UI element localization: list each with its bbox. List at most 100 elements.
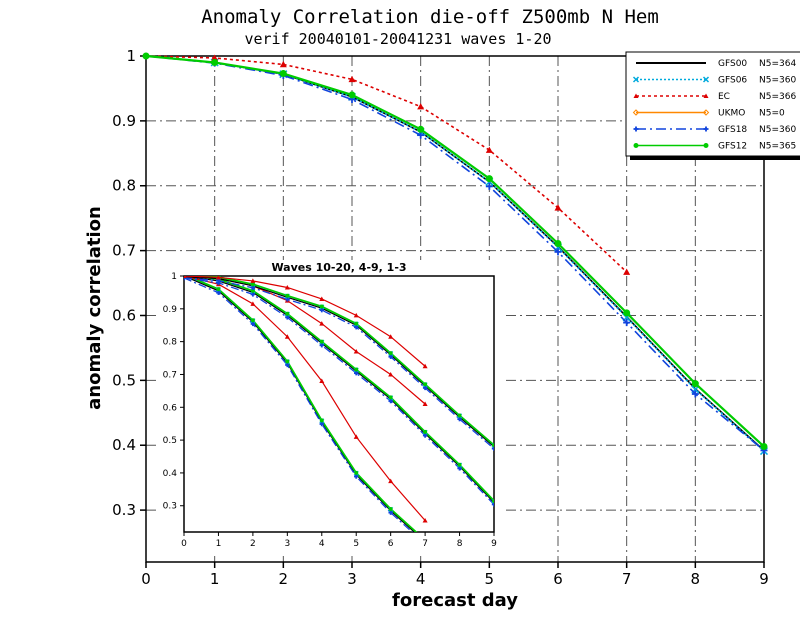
inset-gfs-point <box>216 287 221 292</box>
inset-gfs-point <box>250 321 256 327</box>
inset-gfs-line-waves-10-20 <box>185 276 418 532</box>
inset-gfs-point <box>354 370 359 376</box>
inset-gfs-point <box>388 354 393 359</box>
inset-gfs-line-waves-4-9 <box>184 277 494 505</box>
inset-series <box>184 276 494 532</box>
data-point-gfs12 <box>760 443 768 451</box>
inset-ec-point <box>422 363 428 369</box>
legend-count-gfs00: N5=364 <box>759 59 796 69</box>
inset-ec-point <box>319 296 325 301</box>
y-tick-label: 1 <box>126 47 136 65</box>
inset-gfs-point <box>388 351 393 356</box>
x-tick-label: 9 <box>759 570 769 588</box>
legend-count-ec: N5=366 <box>759 92 796 102</box>
inset-y-tick-label: 0.3 <box>163 502 177 512</box>
inset-ec-point <box>353 434 359 439</box>
inset-gfs-point <box>457 413 462 418</box>
inset-gfs-point <box>250 318 255 323</box>
inset-gfs-point <box>319 418 324 423</box>
inset-gfs-point <box>457 462 462 467</box>
inset-gfs-point <box>492 443 494 448</box>
data-point-gfs12 <box>485 175 493 183</box>
inset-gfs-point <box>491 446 494 451</box>
chart-title: Anomaly Correlation die-off Z500mb N Hem <box>201 6 659 28</box>
inset-gfs-point <box>423 429 428 434</box>
inset-y-tick-label: 0.4 <box>163 469 178 479</box>
inset-y-tick-label: 0.7 <box>163 370 177 380</box>
inset-gfs-line-waves-10-20 <box>184 277 414 532</box>
legend-marker-ukmo <box>632 109 640 116</box>
legend-count-gfs06: N5=360 <box>759 76 796 86</box>
x-tick-label: 8 <box>691 570 701 588</box>
y-tick-label: 0.8 <box>112 177 136 195</box>
data-point-gfs12 <box>279 70 287 78</box>
data-point-ec <box>485 146 493 153</box>
inset-gfs-point <box>354 470 359 475</box>
inset-gfs-point <box>285 315 290 320</box>
inset-gfs-line-waves-1-3 <box>184 276 494 448</box>
inset-gfs-point <box>492 498 494 503</box>
legend-marker-ec <box>633 93 639 98</box>
main-plot-frame <box>145 55 765 563</box>
inset-x-tick-label: 4 <box>319 539 325 549</box>
x-tick-label: 3 <box>347 570 357 588</box>
inset-x-tick-label: 8 <box>457 539 463 549</box>
inset-gfs-point <box>354 367 359 372</box>
x-tick-label: 4 <box>416 570 426 588</box>
inset-gfs-point <box>354 321 359 326</box>
inset-gfs-point <box>285 293 290 298</box>
inset-ec-point <box>388 478 394 484</box>
legend-box <box>625 51 800 157</box>
inset-frame <box>183 275 495 533</box>
data-point-gfs12 <box>142 52 150 60</box>
legend-marker-ukmo <box>702 109 710 116</box>
legend-label-gfs00: GFS00 <box>718 59 747 69</box>
legend-count-gfs18: N5=360 <box>759 125 796 135</box>
inset-ec-point <box>284 334 290 339</box>
series-line-gfs18 <box>145 55 765 452</box>
legend-count-gfs12: N5=365 <box>759 142 796 152</box>
x-tick-label: 1 <box>210 570 220 588</box>
legend-label-gfs12: GFS12 <box>718 142 747 152</box>
data-point-ec <box>417 103 425 110</box>
legend-marker-gfs06 <box>632 76 640 83</box>
data-point-ec <box>348 75 356 83</box>
series-line-gfs12 <box>145 54 765 448</box>
inset-gfs-point <box>491 502 494 507</box>
inset-x-tick-label: 6 <box>388 539 394 549</box>
inset-ec-line-waves-10-20 <box>184 276 426 521</box>
legend-count-ukmo: N5=0 <box>759 109 785 119</box>
inset-ec-point <box>388 334 394 339</box>
data-point-ec <box>554 204 562 211</box>
inset-ec-point <box>184 276 187 278</box>
inset-gfs-point <box>422 433 428 438</box>
inset-gfs-point <box>388 398 393 404</box>
series-line-ec <box>145 55 628 273</box>
inset-y-tick-label: 0.5 <box>163 436 177 446</box>
legend-label-ec: EC <box>718 92 730 102</box>
data-point-ec <box>623 268 631 275</box>
inset-ec-point <box>250 301 256 306</box>
legend-label-ukmo: UKMO <box>718 109 745 119</box>
data-point-gfs12 <box>623 309 631 317</box>
inset-gfs-point <box>457 466 462 471</box>
legend-marker-ec <box>703 93 709 98</box>
inset-title: Waves 10-20, 4-9, 1-3 <box>271 261 406 274</box>
legend: GFS00 N5=364 GFS06 N5=360 EC N5=366 UKMO N5=0 GF… <box>625 51 800 160</box>
inset-gfs-line-waves-1-3 <box>193 276 494 446</box>
data-point-gfs12 <box>691 380 699 388</box>
inset-y-tick-label: 1 <box>171 272 177 282</box>
data-point-ec <box>211 54 219 61</box>
data-point-gfs18 <box>485 182 493 190</box>
x-tick-label: 7 <box>622 570 632 588</box>
legend-label-gfs06: GFS06 <box>718 76 747 86</box>
data-point-gfs12 <box>348 91 356 99</box>
inset-gfs-point <box>457 416 462 422</box>
inset-y-tick-label: 0.9 <box>163 305 178 315</box>
data-point-gfs18 <box>417 131 425 139</box>
legend-marker-gfs18 <box>703 126 709 132</box>
inset-ec-point <box>319 378 325 384</box>
legend-label-gfs18: GFS18 <box>718 125 747 135</box>
inset-plot-area: Waves 10-20, 4-9, 1-3 0 1 2 3 4 5 6 7 8 9 1 0.9 0.8 0.… <box>159 260 505 552</box>
